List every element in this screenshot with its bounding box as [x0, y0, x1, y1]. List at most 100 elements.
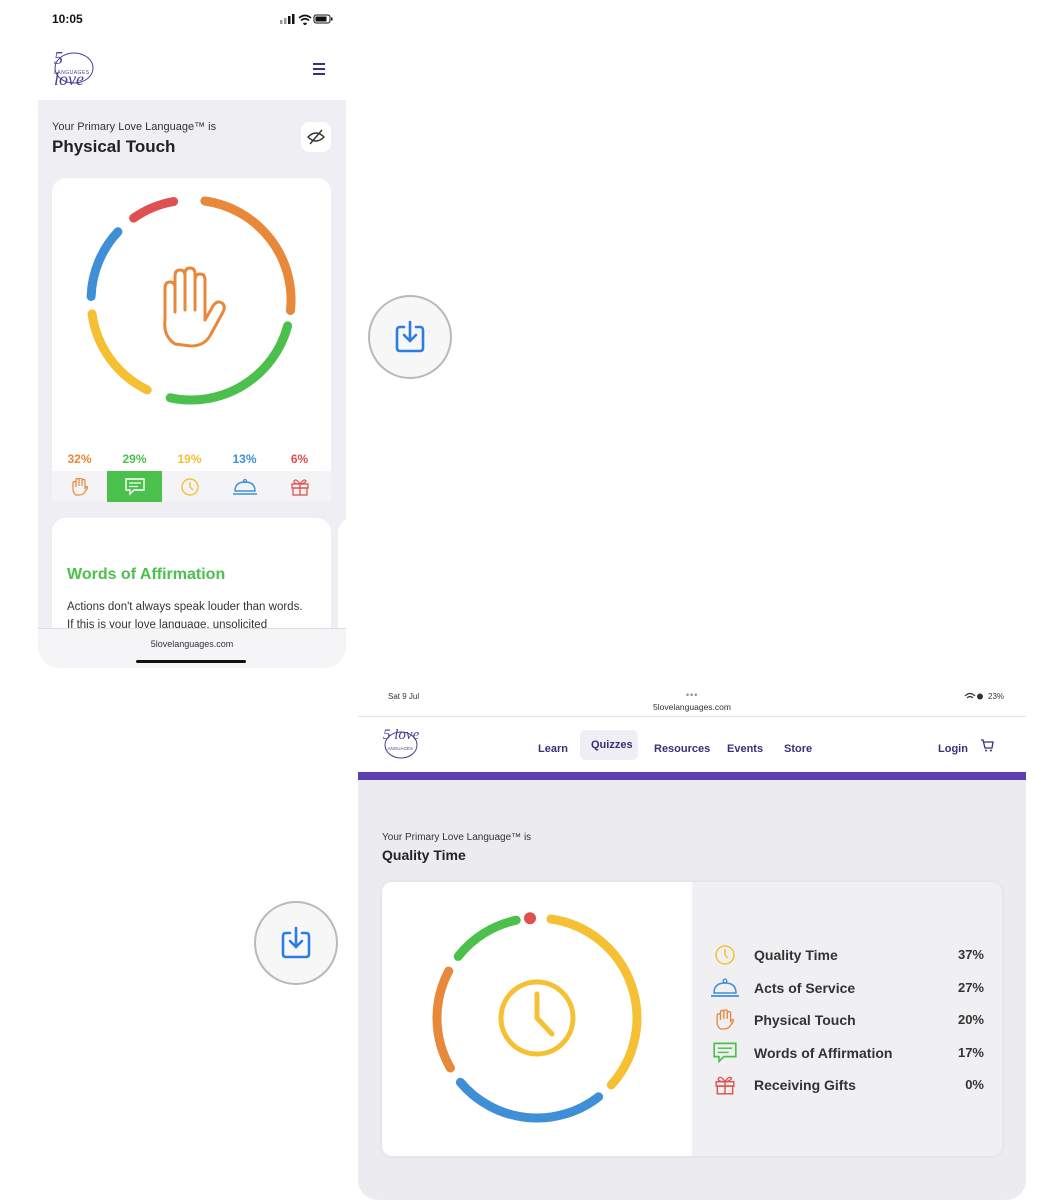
pct-acts-of-service: 13% [232, 452, 257, 466]
login-label[interactable]: Login [938, 743, 968, 755]
nav-learn[interactable]: Learn [538, 739, 568, 757]
download-icon [395, 320, 425, 353]
nav-store[interactable]: Store [784, 739, 812, 757]
phone-content: Your Primary Love Language™ is Physical … [38, 100, 346, 668]
tablet-status-bar: Sat 9 Jul ••• 5lovelanguages.com 23% [358, 686, 1026, 716]
ring-segment-words-of-affirmation [453, 915, 521, 961]
bell-icon [232, 478, 257, 495]
brand-stripe [358, 772, 1026, 780]
language-row-label: Words of Affirmation [754, 1044, 893, 1061]
tablet-results-card: Quality Time 37% Acts of Service 27% Physica… [382, 882, 1002, 1156]
ring-segment-words-of-affirmation [165, 321, 293, 405]
menu-icon [313, 63, 325, 75]
ring-segment-acts-of-service [455, 1077, 604, 1123]
home-indicator [136, 660, 246, 663]
language-row-percent: 27% [957, 979, 984, 995]
clock-icon [710, 944, 740, 966]
download-icon [281, 926, 311, 959]
detail-title: Words of Affirmation [67, 566, 226, 583]
hand-icon [710, 1009, 740, 1031]
primary-language-title: Physical Touch [52, 137, 176, 156]
tab-words-of-affirmation[interactable] [107, 471, 162, 502]
ring-segment-physical-touch [432, 966, 455, 1073]
clock-icon [180, 477, 199, 496]
nav-resources-label[interactable]: Resources [654, 743, 711, 755]
language-row-percent: 37% [957, 947, 984, 962]
nav-events-label[interactable]: Events [727, 743, 764, 755]
tab-acts-of-service[interactable] [217, 471, 272, 502]
tablet-primary-label: Your Primary Love Language™ is [382, 832, 532, 843]
language-row: Acts of Service 27% [700, 975, 992, 1001]
language-row: Words of Affirmation 17% [700, 1040, 992, 1066]
ring-segment-physical-touch [200, 196, 296, 315]
nav-quizzes[interactable]: Quizzes [580, 730, 638, 760]
ring-segment-receiving-gifts [129, 197, 179, 223]
cart-icon[interactable] [980, 738, 994, 752]
chat-icon [710, 1042, 740, 1064]
tablet-primary-title: Quality Time [382, 847, 466, 863]
hide-results-button[interactable] [301, 122, 331, 152]
nav-events[interactable]: Events [727, 739, 763, 757]
download-button-2[interactable] [254, 901, 338, 985]
clock-icon [498, 979, 576, 1057]
tablet-logo[interactable]: 5 love LANGUAGES [382, 727, 420, 761]
pct-quality-time: 19% [177, 452, 202, 466]
language-row: Quality Time 37% [700, 942, 992, 968]
language-row-label: Physical Touch [754, 1012, 856, 1028]
login-link[interactable]: Login [938, 739, 968, 757]
hand-icon [163, 266, 226, 348]
more-dots-icon[interactable]: ••• [686, 690, 699, 700]
logo-text: 5 love [54, 48, 84, 89]
logo-subtext: LANGUAGES [54, 70, 90, 76]
phone-url-text: 5lovelanguages.com [150, 639, 234, 649]
results-card: 32% 29% 19% 13% 6% [52, 178, 331, 502]
percent-row: 32% 29% 19% 13% 6% [52, 452, 331, 466]
ring-segment-quality-time [87, 309, 152, 395]
phone-status-icons [280, 12, 336, 30]
language-row: Physical Touch 20% [700, 1007, 992, 1033]
nav-resources[interactable]: Resources [654, 739, 710, 757]
gift-icon [290, 478, 309, 496]
pct-receiving-gifts: 6% [290, 452, 309, 466]
ring-segment-receiving-gifts [524, 912, 536, 925]
language-row-percent: 17% [957, 1044, 984, 1060]
gift-icon [710, 1074, 740, 1096]
phone-url-bar[interactable]: 5lovelanguages.com [38, 628, 346, 668]
tablet-nav-bar: 5 love LANGUAGES Learn Quizzes Resources… [358, 716, 1026, 773]
results-ring-chart [86, 196, 296, 405]
logo-ring-icon [54, 52, 94, 84]
nav-learn-label[interactable]: Learn [538, 743, 568, 755]
nav-quizzes-label[interactable]: Quizzes [591, 739, 633, 751]
wifi-icon [964, 692, 983, 700]
ring-segment-quality-time [546, 914, 642, 1090]
next-card-peek [338, 518, 346, 668]
tab-quality-time[interactable] [162, 471, 217, 502]
pct-physical-touch: 32% [67, 452, 92, 466]
pct-words-of-affirmation: 29% [122, 452, 147, 466]
bell-icon [710, 977, 740, 999]
eye-off-icon [307, 129, 325, 145]
tablet-ring-chart [432, 912, 642, 1123]
language-row-percent: 20% [957, 1012, 984, 1027]
tablet-logo-text: 5 love [383, 727, 420, 743]
language-row-label: Quality Time [754, 947, 838, 963]
hand-icon [71, 477, 88, 496]
detail-text-1: Actions don't always speak louder than w… [67, 601, 303, 613]
nav-store-label[interactable]: Store [784, 743, 813, 755]
tablet-logo-subtext: LANGUAGES [385, 746, 414, 751]
phone-logo[interactable]: 5 love LANGUAGES [52, 46, 96, 89]
language-row: Receiving Gifts 0% [700, 1072, 992, 1098]
language-tabs [52, 471, 331, 502]
ring-segment-acts-of-service [86, 227, 123, 301]
tablet-screen: Sat 9 Jul ••• 5lovelanguages.com 23% 5 l… [358, 686, 1026, 1200]
tab-receiving-gifts[interactable] [272, 471, 327, 502]
chat-icon [124, 477, 145, 496]
download-button-1[interactable] [368, 295, 452, 379]
tab-physical-touch[interactable] [52, 471, 107, 502]
phone-status-time: 10:05 [52, 12, 83, 26]
logo-ring-icon [384, 731, 418, 759]
primary-language-label: Your Primary Love Language™ is [52, 121, 217, 133]
tablet-url-text[interactable]: 5lovelanguages.com [653, 702, 731, 712]
language-row-label: Acts of Service [754, 979, 856, 996]
hamburger-menu-button[interactable] [313, 62, 327, 75]
